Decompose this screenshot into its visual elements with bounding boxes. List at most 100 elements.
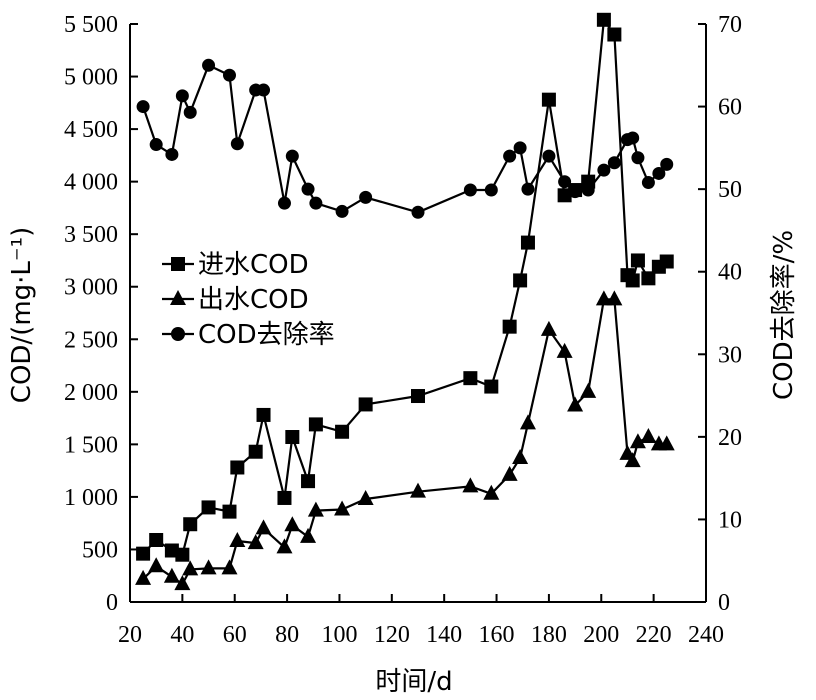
data-point-effluent-cod bbox=[606, 290, 623, 306]
y-left-tick-label: 5 000 bbox=[64, 65, 118, 91]
data-point-effluent-cod bbox=[229, 532, 246, 548]
data-point-effluent-cod bbox=[595, 290, 612, 306]
legend-item-cod-removal-rate: COD去除率 bbox=[162, 320, 335, 350]
x-axis-title: 时间/d bbox=[375, 667, 452, 697]
data-point-effluent-cod bbox=[462, 477, 479, 493]
y-left-tick-label: 2 000 bbox=[64, 380, 118, 406]
data-point-cod-removal-rate bbox=[149, 138, 163, 152]
data-point-cod-removal-rate bbox=[581, 183, 595, 197]
data-point-effluent-cod bbox=[200, 559, 217, 575]
data-point-cod-removal-rate bbox=[136, 100, 150, 114]
series-effluent-cod bbox=[135, 290, 675, 591]
data-point-cod-removal-rate bbox=[165, 147, 179, 161]
data-point-effluent-cod bbox=[519, 414, 536, 430]
data-point-influent-cod bbox=[335, 424, 350, 439]
x-tick-label: 240 bbox=[688, 622, 724, 648]
y-right-tick-label: 10 bbox=[718, 507, 742, 533]
y-right-tick-label: 40 bbox=[718, 260, 742, 286]
y-left-tick-label: 3 500 bbox=[64, 222, 118, 248]
legend-label-effluent-cod: 出水COD bbox=[198, 285, 309, 315]
data-point-influent-cod bbox=[513, 273, 528, 288]
data-point-cod-removal-rate bbox=[597, 163, 611, 177]
data-point-influent-cod bbox=[201, 500, 216, 515]
data-point-cod-removal-rate bbox=[626, 131, 640, 145]
data-point-cod-removal-rate bbox=[277, 196, 291, 210]
data-point-cod-removal-rate bbox=[202, 58, 216, 72]
data-point-influent-cod bbox=[285, 430, 300, 445]
x-tick-label: 160 bbox=[479, 622, 515, 648]
data-point-influent-cod bbox=[183, 517, 198, 532]
x-tick-label: 140 bbox=[426, 622, 462, 648]
data-point-effluent-cod bbox=[501, 465, 518, 481]
data-point-cod-removal-rate bbox=[521, 182, 535, 196]
x-tick-label: 20 bbox=[118, 622, 142, 648]
legend-item-effluent-cod: 出水COD bbox=[162, 285, 309, 315]
data-point-influent-cod bbox=[136, 546, 151, 561]
data-point-effluent-cod bbox=[300, 527, 317, 543]
data-point-influent-cod bbox=[625, 273, 640, 288]
data-point-influent-cod bbox=[230, 460, 245, 475]
data-point-cod-removal-rate bbox=[359, 190, 373, 204]
data-point-influent-cod bbox=[149, 532, 164, 547]
data-point-effluent-cod bbox=[658, 435, 675, 451]
data-point-cod-removal-rate bbox=[652, 166, 666, 180]
data-point-effluent-cod bbox=[629, 433, 646, 449]
data-point-cod-removal-rate bbox=[513, 141, 527, 155]
y-right-tick-label: 60 bbox=[718, 95, 742, 121]
y-left-tick-label: 2 500 bbox=[64, 327, 118, 353]
y-right-tick-label: 70 bbox=[718, 12, 742, 38]
data-point-cod-removal-rate bbox=[335, 204, 349, 218]
data-point-influent-cod bbox=[463, 371, 478, 386]
data-point-influent-cod bbox=[596, 12, 611, 27]
y-right-tick-label: 0 bbox=[718, 590, 730, 616]
data-point-cod-removal-rate bbox=[222, 68, 236, 82]
data-point-cod-removal-rate bbox=[558, 175, 572, 189]
data-point-effluent-cod bbox=[334, 500, 351, 516]
data-point-cod-removal-rate bbox=[175, 89, 189, 103]
data-point-influent-cod bbox=[222, 504, 237, 519]
series-line-cod-removal-rate bbox=[142, 63, 668, 214]
y-left-tick-label: 4 500 bbox=[64, 117, 118, 143]
y-left-tick-label: 500 bbox=[82, 537, 118, 563]
data-point-cod-removal-rate bbox=[568, 185, 582, 199]
y-left-tick-label: 5 500 bbox=[64, 12, 118, 38]
data-point-influent-cod bbox=[277, 490, 292, 505]
data-point-cod-removal-rate bbox=[503, 149, 517, 163]
x-tick-label: 200 bbox=[583, 622, 619, 648]
x-tick-label: 120 bbox=[374, 622, 410, 648]
y-right-tick-label: 50 bbox=[718, 177, 742, 203]
series-cod-removal-rate bbox=[136, 58, 674, 219]
data-point-cod-removal-rate bbox=[301, 182, 315, 196]
data-point-influent-cod bbox=[175, 547, 190, 562]
y-right-tick-label: 30 bbox=[718, 342, 742, 368]
plot-area bbox=[135, 12, 675, 591]
data-point-effluent-cod bbox=[276, 538, 293, 554]
data-point-cod-removal-rate bbox=[463, 183, 477, 197]
x-tick-label: 180 bbox=[531, 622, 567, 648]
data-point-effluent-cod bbox=[580, 382, 597, 398]
data-point-effluent-cod bbox=[483, 484, 500, 500]
legend-label-cod-removal-rate: COD去除率 bbox=[198, 320, 335, 350]
data-point-influent-cod bbox=[358, 397, 373, 412]
data-point-effluent-cod bbox=[512, 449, 529, 465]
data-point-effluent-cod bbox=[174, 575, 191, 591]
data-point-influent-cod bbox=[502, 319, 517, 334]
data-point-cod-removal-rate bbox=[257, 83, 271, 97]
data-point-influent-cod bbox=[630, 253, 645, 268]
data-point-influent-cod bbox=[607, 27, 622, 42]
legend: 进水COD 出水COD COD去除率 bbox=[162, 250, 335, 350]
data-point-cod-removal-rate bbox=[542, 149, 556, 163]
y-left-tick-label: 0 bbox=[106, 590, 118, 616]
data-point-effluent-cod bbox=[540, 320, 557, 336]
data-point-effluent-cod bbox=[148, 557, 165, 573]
data-point-cod-removal-rate bbox=[411, 205, 425, 219]
data-point-influent-cod bbox=[659, 254, 674, 269]
data-point-cod-removal-rate bbox=[641, 176, 655, 190]
data-point-effluent-cod bbox=[284, 516, 301, 532]
data-point-cod-removal-rate bbox=[309, 196, 323, 210]
data-point-effluent-cod bbox=[556, 342, 573, 358]
data-point-influent-cod bbox=[256, 407, 271, 422]
x-tick-label: 60 bbox=[223, 622, 247, 648]
